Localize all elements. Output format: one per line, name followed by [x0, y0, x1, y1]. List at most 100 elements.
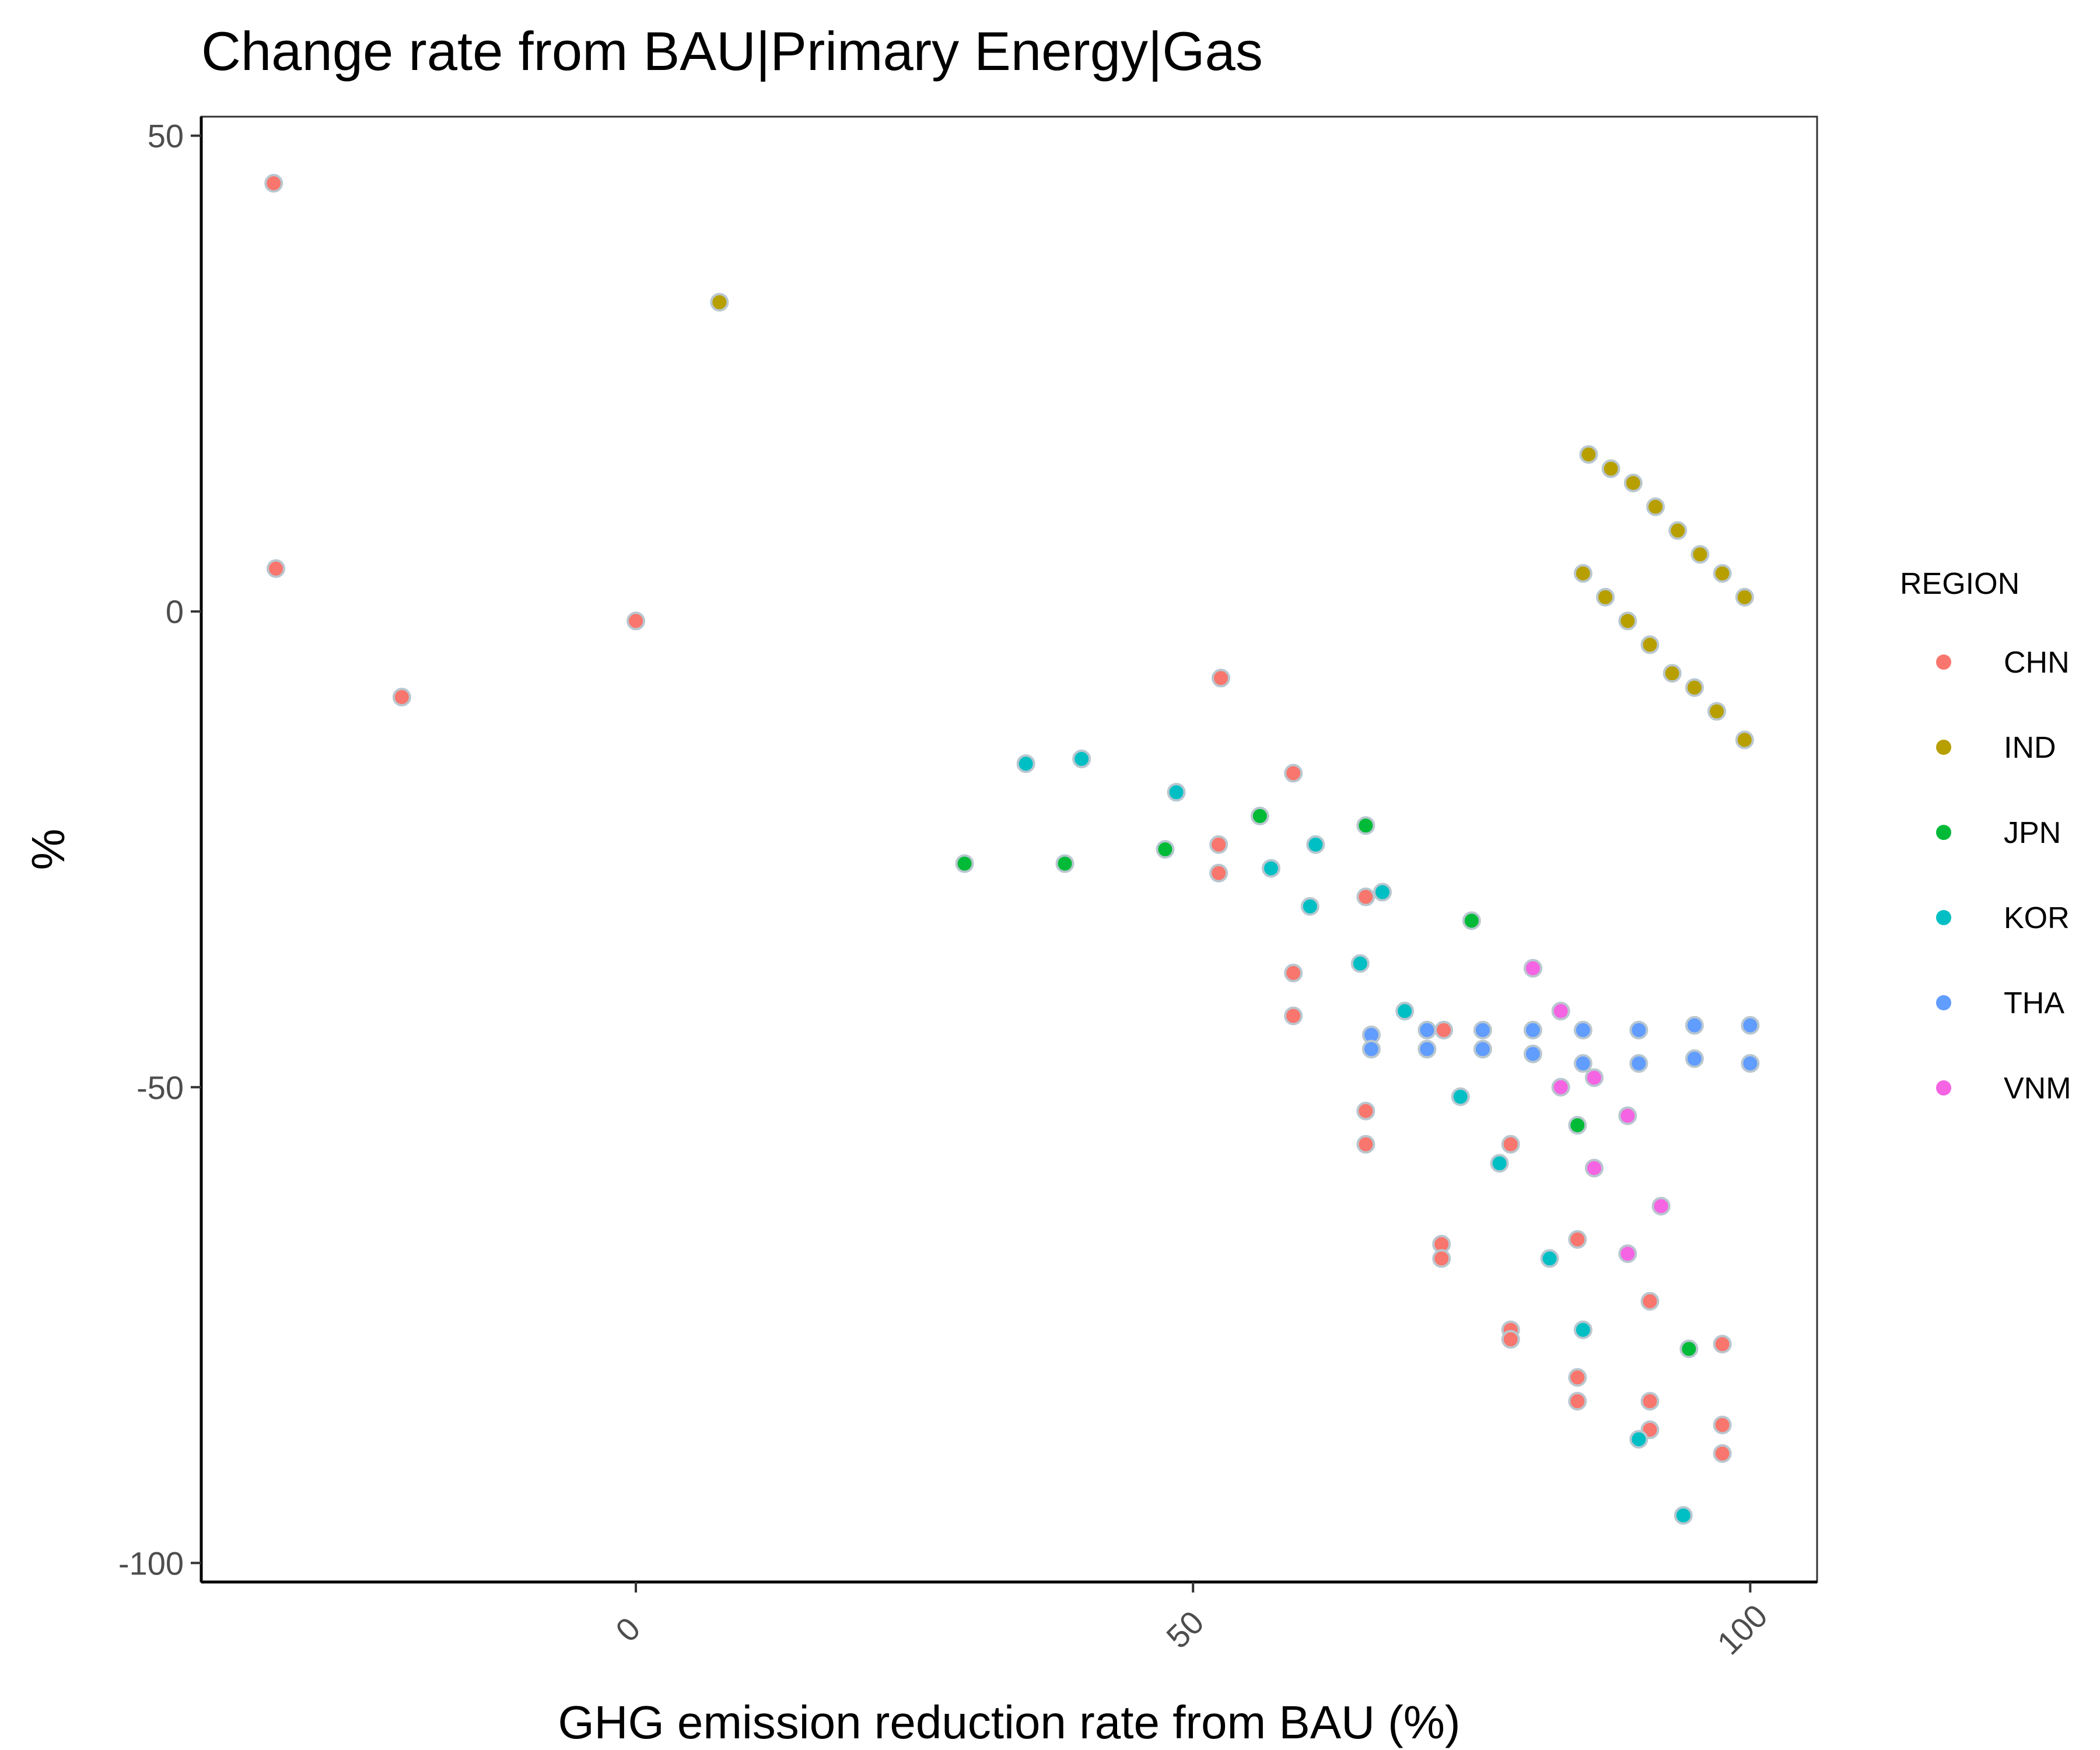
data-point-chn — [626, 611, 646, 631]
data-point-tha — [1523, 1020, 1542, 1040]
data-point-ind — [1668, 521, 1688, 540]
data-point-chn — [1284, 764, 1303, 783]
data-point-ind — [1573, 564, 1592, 583]
data-point-kor — [1395, 1002, 1415, 1021]
data-point-kor — [1300, 897, 1320, 916]
data-point-ind — [1623, 474, 1643, 492]
data-point-chn — [1356, 887, 1376, 907]
data-point-vnm — [1618, 1106, 1637, 1125]
data-point-vnm — [1651, 1196, 1671, 1216]
data-point-tha — [1362, 1040, 1381, 1059]
data-point-kor — [1629, 1430, 1648, 1449]
data-point-tha — [1573, 1020, 1592, 1040]
legend-label-vnm: VNM — [2004, 1072, 2071, 1105]
data-point-kor — [1167, 783, 1186, 802]
legend-label-kor: KOR — [2004, 901, 2070, 935]
data-point-chn — [1356, 1101, 1376, 1121]
legend-key-vnm — [1936, 1080, 1951, 1096]
legend-key-kor — [1936, 910, 1951, 925]
data-point-chn — [1284, 964, 1303, 983]
data-point-chn — [1501, 1135, 1520, 1154]
data-point-kor — [1072, 750, 1091, 769]
data-point-ind — [1735, 730, 1754, 750]
data-point-tha — [1741, 1016, 1760, 1035]
legend-items: CHN IND JPN KOR THA VNM — [1936, 646, 2071, 1105]
data-point-kor — [1373, 883, 1392, 902]
data-point-tha — [1523, 1044, 1542, 1063]
data-point-jpn — [1055, 854, 1074, 873]
data-point-kor — [1306, 835, 1325, 854]
data-point-chn — [264, 174, 284, 193]
data-point-chn — [1568, 1230, 1587, 1249]
data-point-chn — [1209, 863, 1228, 883]
data-point-chn — [1713, 1415, 1732, 1434]
data-point-ind — [1713, 564, 1732, 583]
legend: REGION CHN IND JPN KOR THA VNM — [1900, 567, 2071, 1105]
data-point-chn — [266, 559, 285, 578]
y-axis-title: % — [22, 828, 74, 870]
data-point-tha — [1741, 1054, 1760, 1073]
data-point-chn — [1640, 1392, 1660, 1411]
data-point-chn — [1211, 668, 1230, 688]
data-point-chn — [1568, 1368, 1587, 1387]
data-point-kor — [1490, 1154, 1509, 1173]
data-point-tha — [1418, 1040, 1437, 1059]
data-point-ind — [1685, 678, 1704, 697]
y-axis-ticks: 50 0 -50 -100 — [118, 118, 201, 1581]
legend-key-chn — [1936, 654, 1951, 670]
data-point-chn — [1209, 835, 1228, 854]
y-tick-label: 0 — [166, 593, 184, 630]
data-point-tha — [1685, 1049, 1704, 1068]
data-point-vnm — [1551, 1077, 1570, 1097]
data-point-kor — [1573, 1320, 1592, 1339]
data-point-tha — [1473, 1020, 1492, 1040]
data-point-vnm — [1618, 1244, 1637, 1264]
legend-key-tha — [1936, 995, 1951, 1010]
data-point-ind — [1646, 497, 1665, 516]
series-tha — [1362, 1016, 1760, 1073]
legend-label-tha: THA — [2004, 986, 2064, 1020]
data-point-kor — [1540, 1249, 1559, 1268]
legend-key-ind — [1936, 740, 1951, 755]
legend-label-jpn: JPN — [2004, 816, 2061, 850]
data-point-chn — [1640, 1292, 1660, 1311]
data-point-vnm — [1523, 958, 1542, 978]
data-point-ind — [1579, 445, 1598, 464]
data-point-chn — [1356, 1135, 1376, 1154]
legend-key-jpn — [1936, 825, 1951, 840]
x-axis-title: GHG emission reduction rate from BAU (%) — [558, 1696, 1460, 1748]
chart-title: Change rate from BAU|Primary Energy|Gas — [201, 20, 1263, 82]
data-point-ind — [710, 293, 729, 312]
data-point-kor — [1674, 1506, 1693, 1525]
data-point-jpn — [1462, 911, 1481, 930]
series-kor — [1016, 750, 1693, 1525]
data-point-chn — [1432, 1249, 1451, 1268]
data-point-vnm — [1584, 1158, 1604, 1178]
data-point-kor — [1451, 1087, 1470, 1107]
data-point-ind — [1596, 587, 1615, 607]
data-point-ind — [1601, 459, 1620, 478]
y-tick-label: -50 — [136, 1069, 184, 1106]
data-point-tha — [1573, 1054, 1592, 1073]
legend-title: REGION — [1900, 567, 2020, 601]
data-point-ind — [1662, 664, 1682, 683]
data-point-jpn — [955, 854, 974, 873]
data-point-chn — [1501, 1330, 1520, 1349]
data-point-tha — [1629, 1054, 1648, 1073]
data-point-kor — [1261, 859, 1280, 878]
data-point-tha — [1418, 1020, 1437, 1040]
y-tick-label: -100 — [118, 1545, 184, 1581]
data-point-jpn — [1356, 816, 1376, 835]
data-point-chn — [1434, 1020, 1454, 1040]
series-ind — [710, 293, 1754, 750]
data-point-jpn — [1568, 1116, 1587, 1135]
legend-label-ind: IND — [2004, 731, 2056, 765]
data-point-chn — [1284, 1006, 1303, 1026]
series-jpn — [955, 806, 1699, 1359]
data-point-ind — [1690, 545, 1710, 564]
data-point-kor — [1350, 954, 1370, 973]
data-point-jpn — [1250, 806, 1269, 825]
series-chn — [264, 174, 1732, 1463]
